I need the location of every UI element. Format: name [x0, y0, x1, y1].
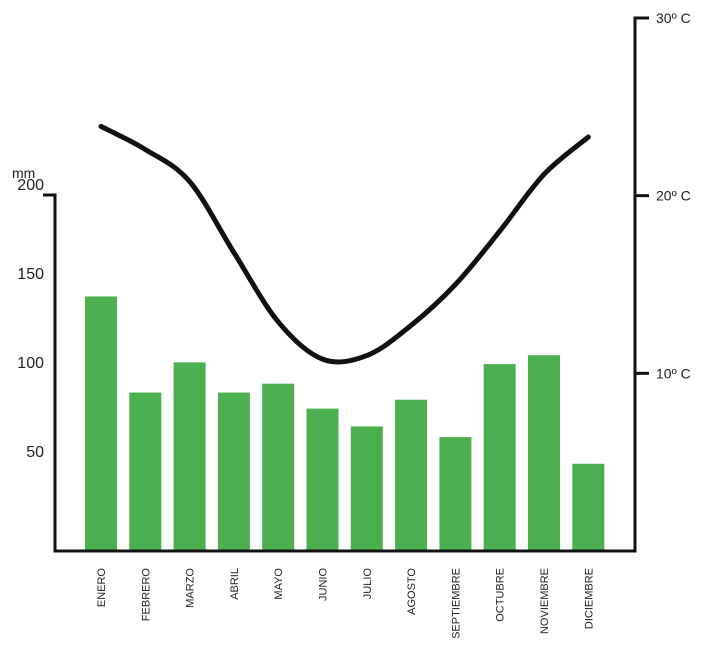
right-axis-ticks	[633, 16, 649, 375]
bar-diciembre	[572, 463, 605, 551]
left-axis-unit-label: mm	[12, 165, 35, 181]
bar-septiembre	[439, 437, 472, 551]
category-label-febrero: FEBRERO	[140, 568, 152, 622]
bar-mayo	[262, 383, 295, 551]
category-label-julio: JULIO	[362, 568, 374, 600]
left-tick-label-100: 100	[17, 355, 44, 372]
temperature-line	[98, 123, 591, 365]
bar-febrero	[129, 392, 162, 551]
precipitation-bars	[85, 296, 605, 551]
left-tick-label-150: 150	[17, 266, 44, 283]
category-label-diciembre: DICIEMBRE	[583, 568, 595, 629]
category-label-junio: JUNIO	[318, 568, 330, 601]
category-label-noviembre: NOVIEMBRE	[539, 568, 551, 634]
left-tick-label-200: 200	[17, 177, 44, 194]
bar-julio	[350, 426, 383, 551]
left-axis-tick-labels: 50 100 150 200	[17, 177, 44, 461]
category-label-marzo: MARZO	[185, 568, 197, 608]
category-label-enero: ENERO	[96, 568, 108, 608]
right-tick-label-10: 10º C	[656, 365, 691, 381]
right-tick-label-30: 30º C	[656, 10, 691, 26]
category-labels: ENERO FEBRERO MARZO ABRIL MAYO JUNIO JULIO AGOS…	[96, 568, 595, 639]
category-label-mayo: MAYO	[273, 568, 285, 600]
bar-junio	[306, 408, 339, 551]
bar-octubre	[483, 364, 516, 551]
category-label-octubre: OCTUBRE	[495, 568, 507, 622]
right-tick-label-20: 20º C	[656, 188, 691, 204]
bar-enero	[85, 296, 117, 551]
category-label-abril: ABRIL	[229, 568, 241, 600]
category-label-agosto: AGOSTO	[406, 568, 418, 615]
bar-agosto	[395, 399, 428, 551]
bar-noviembre	[528, 355, 560, 551]
left-tick-label-50: 50	[26, 444, 44, 461]
bar-abril	[217, 392, 250, 551]
bar-marzo	[173, 362, 206, 551]
right-axis-tick-labels: 10º C 20º C 30º C	[656, 10, 691, 381]
category-label-septiembre: SEPTIEMBRE	[450, 568, 462, 639]
